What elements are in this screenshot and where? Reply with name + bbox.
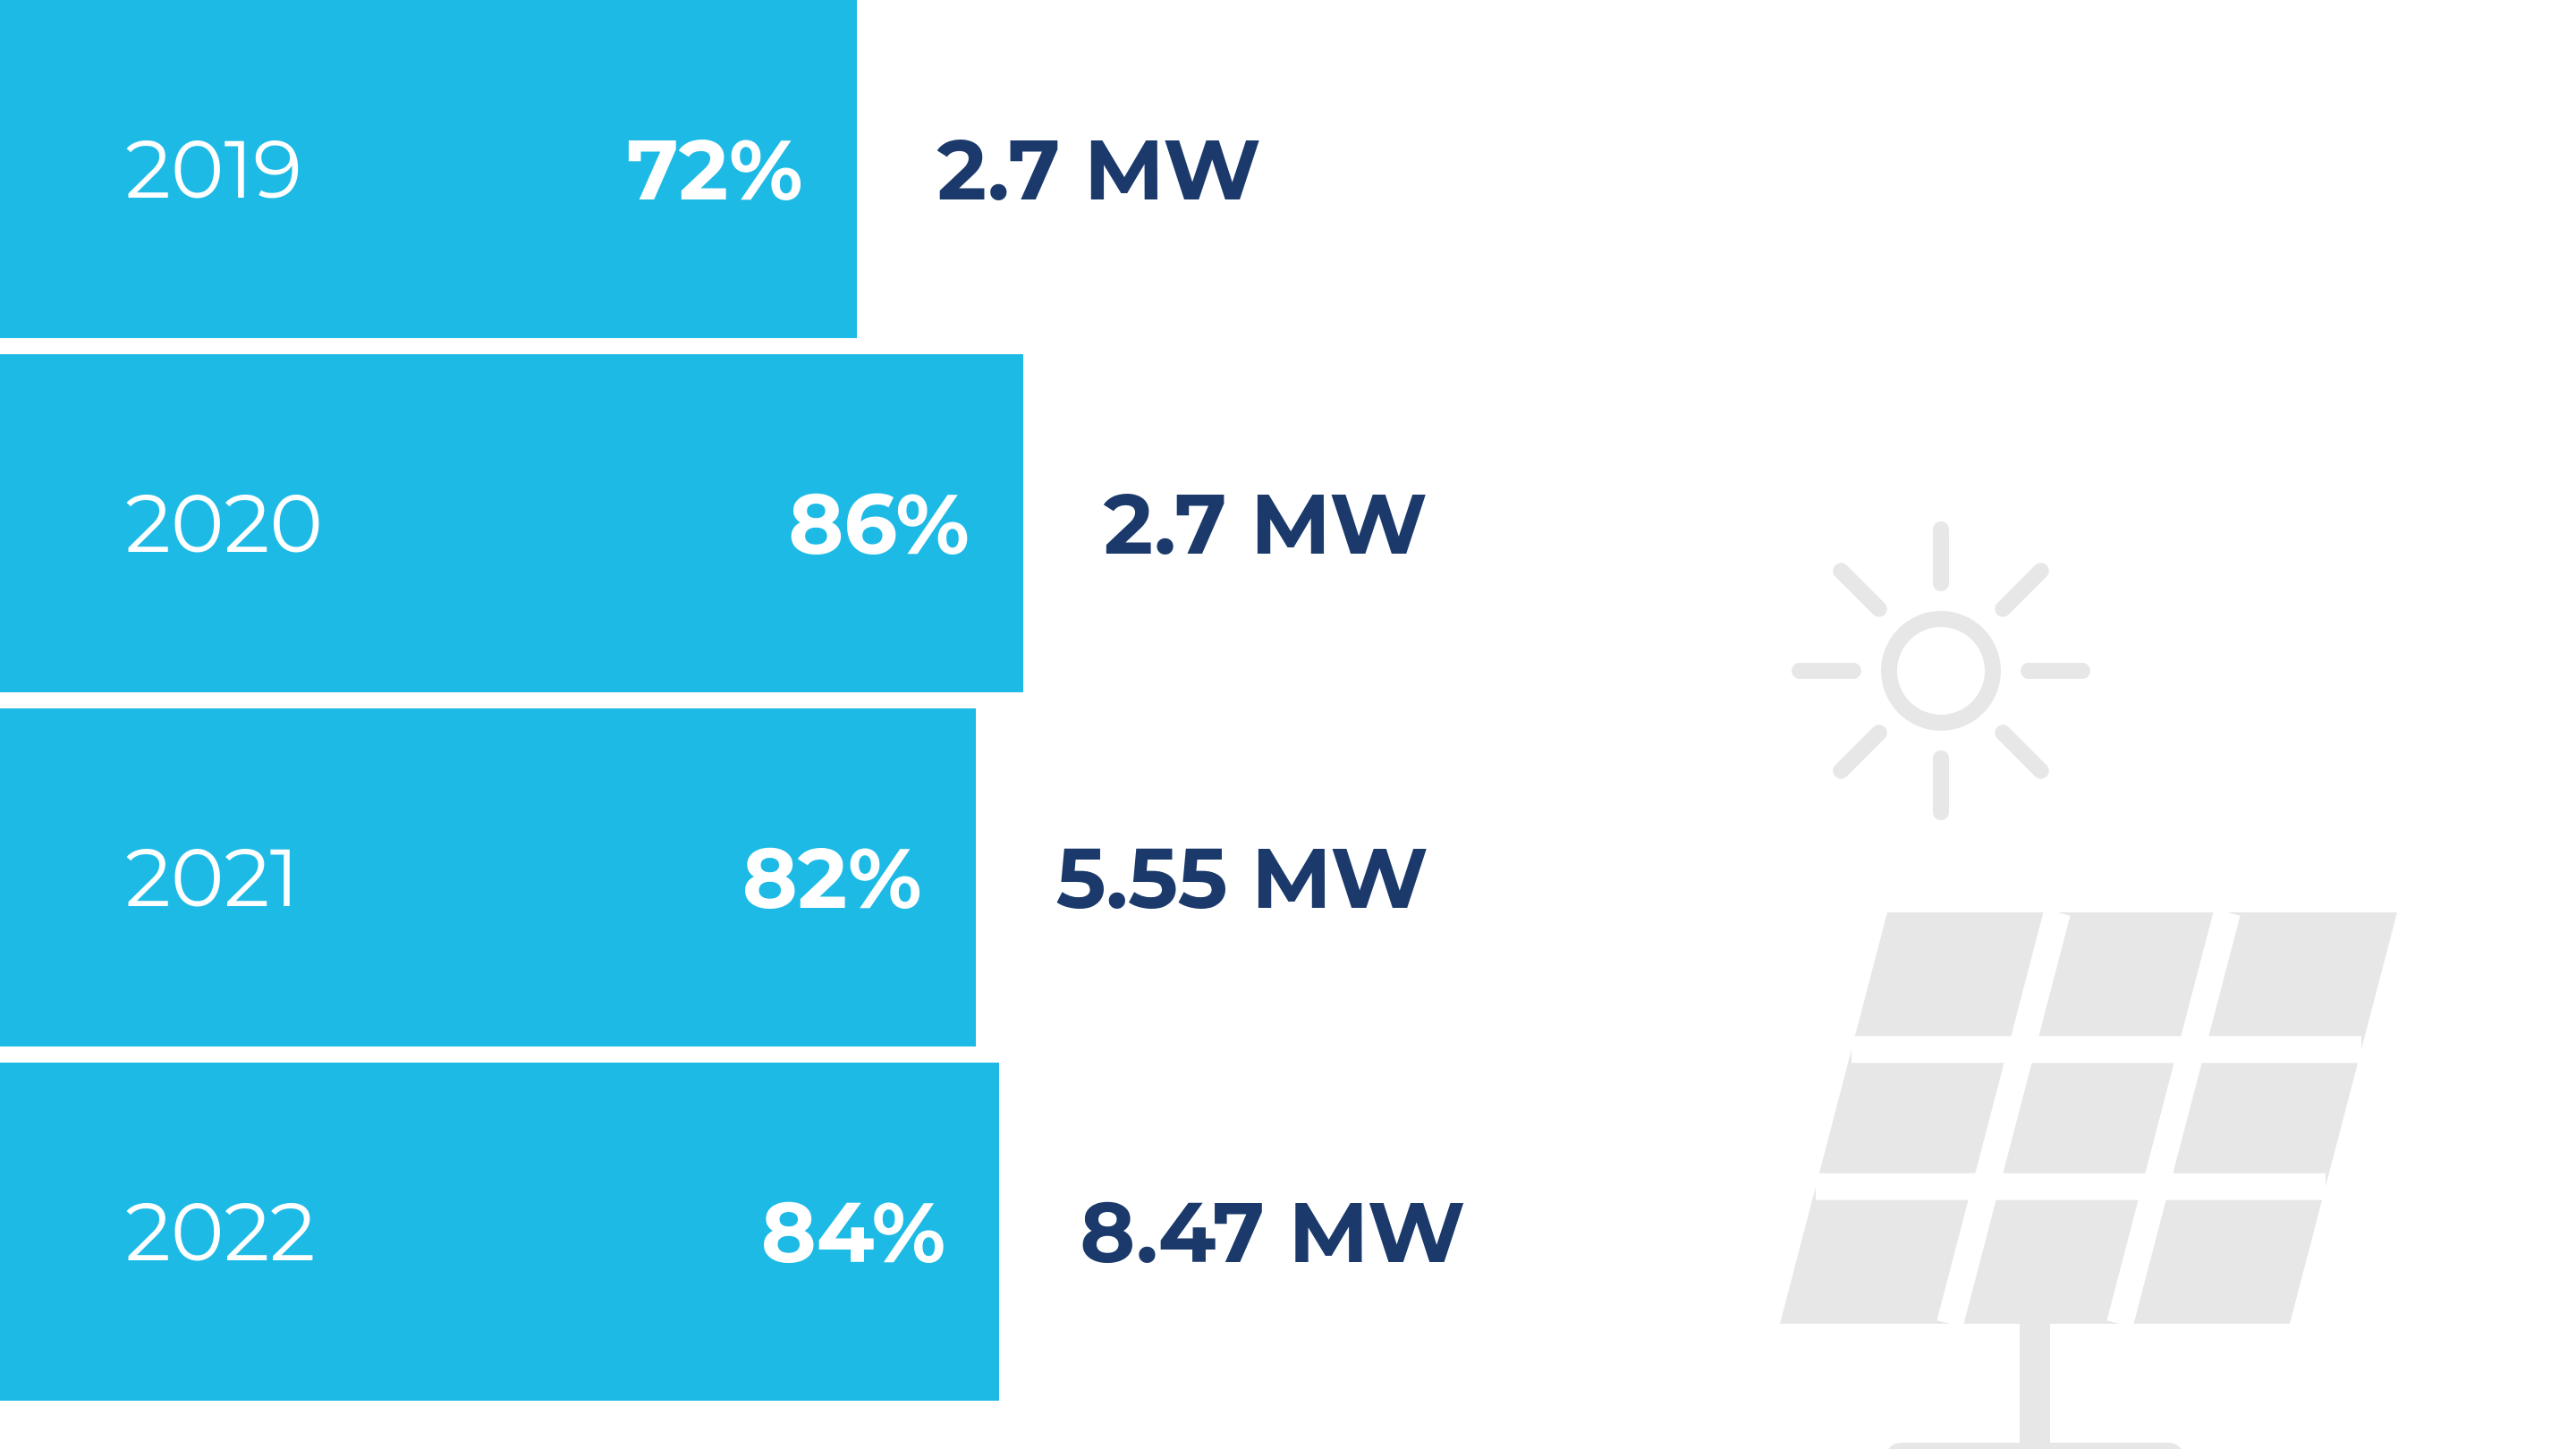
percent-label: 84% <box>761 1181 945 1284</box>
percent-label: 72% <box>626 118 802 221</box>
value-label: 2.7 MW <box>1104 472 1428 575</box>
bar-row: 2021 82% 5.55 MW <box>0 708 2576 1046</box>
value-label: 2.7 MW <box>937 118 1261 221</box>
energy-bar-chart: 2019 72% 2.7 MW 2020 86% 2.7 MW 2021 82% 5.55 MW… <box>0 0 2576 1449</box>
year-label: 2022 <box>125 1182 316 1281</box>
year-label: 2019 <box>125 120 302 218</box>
percent-label: 82% <box>742 826 922 929</box>
bar: 2022 84% <box>0 1063 999 1401</box>
bar-row: 2019 72% 2.7 MW <box>0 0 2576 338</box>
bar: 2020 86% <box>0 354 1023 692</box>
value-label: 5.55 MW <box>1056 826 1428 929</box>
bar-row: 2020 86% 2.7 MW <box>0 354 2576 692</box>
percent-label: 86% <box>788 472 969 575</box>
year-label: 2020 <box>125 474 323 572</box>
bar: 2019 72% <box>0 0 857 338</box>
value-label: 8.47 MW <box>1080 1181 1465 1284</box>
year-label: 2021 <box>125 828 299 927</box>
bar: 2021 82% <box>0 708 976 1046</box>
bar-row: 2022 84% 8.47 MW <box>0 1063 2576 1401</box>
